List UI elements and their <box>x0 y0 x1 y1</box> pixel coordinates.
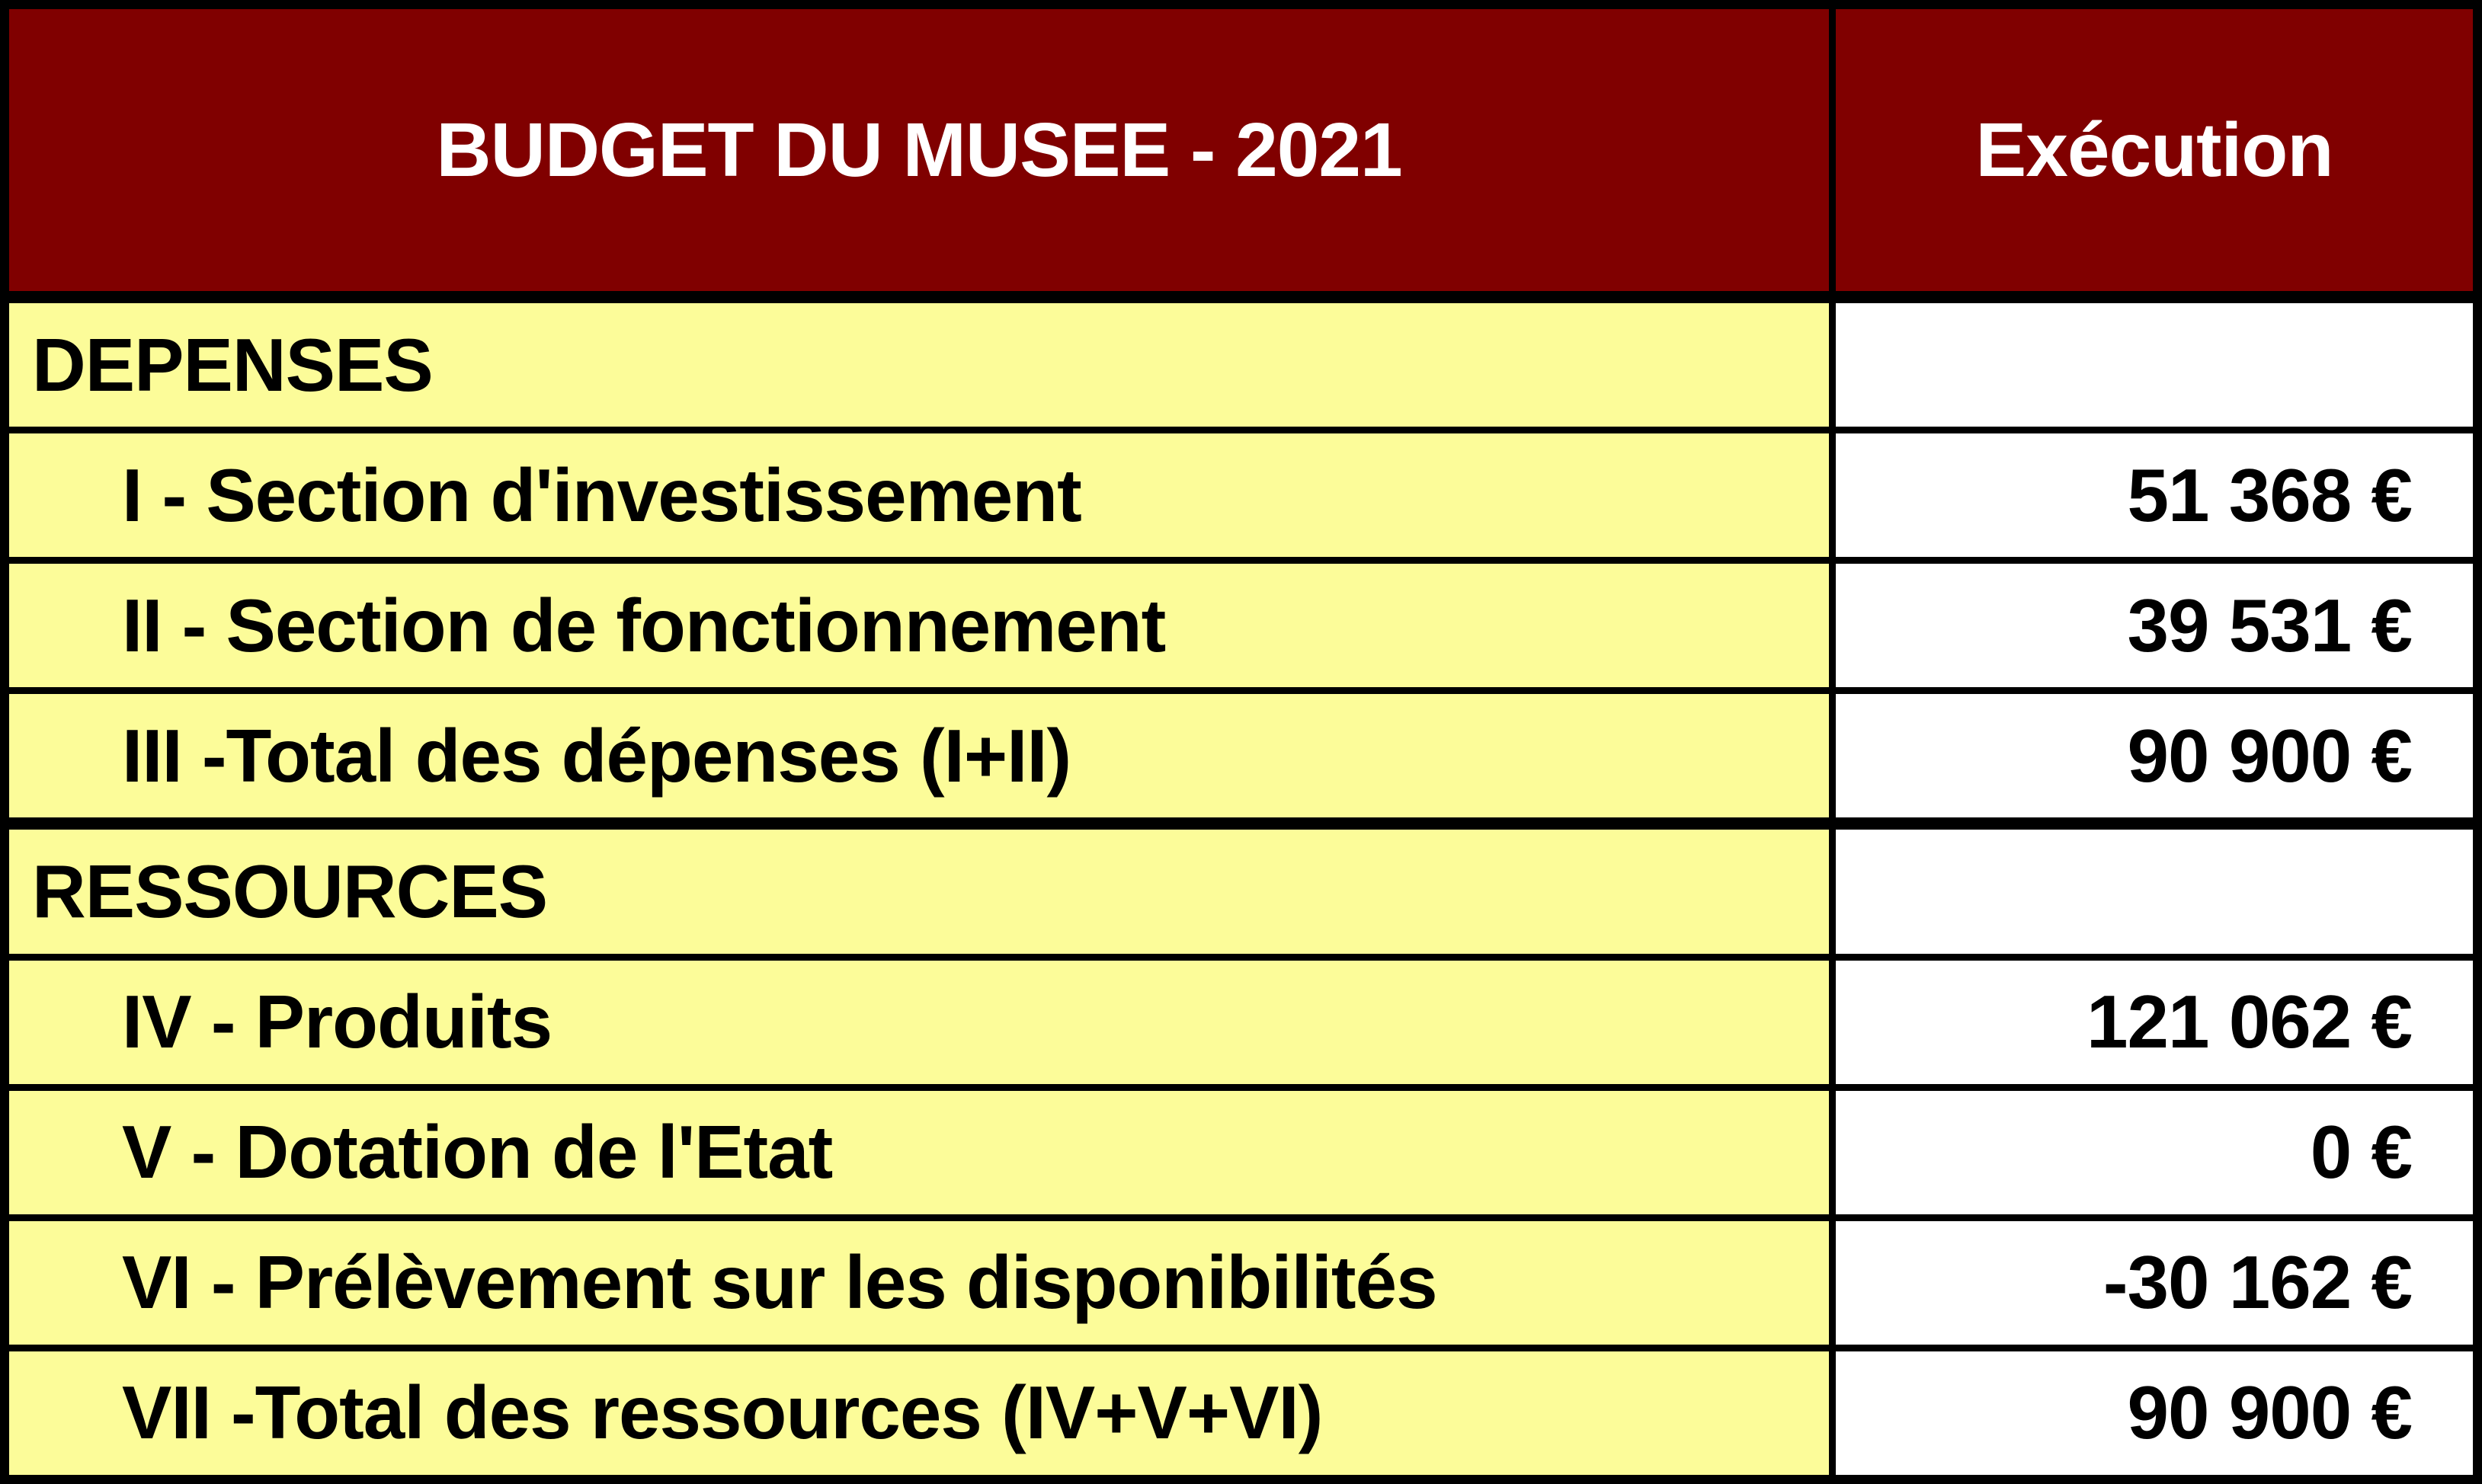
row-value: 51 368 € <box>2127 453 2413 537</box>
row-value-cell: 90 900 € <box>1836 694 2473 818</box>
row-value: 0 € <box>2310 1110 2413 1195</box>
row-value-cell <box>1836 830 2473 954</box>
table-title: BUDGET DU MUSEE - 2021 <box>436 107 1402 193</box>
row-value-cell: 51 368 € <box>1836 433 2473 558</box>
section-label-ressources: RESSOURCES <box>32 849 548 933</box>
row-value: 121 062 € <box>2086 980 2413 1064</box>
row-value-cell: -30 162 € <box>1836 1220 2473 1345</box>
row-value-cell: 39 531 € <box>1836 564 2473 688</box>
row-value-cell: 90 900 € <box>1836 1351 2473 1475</box>
row-label: II - Section de fonctionnement <box>122 583 1166 667</box>
section-label-depenses: DEPENSES <box>32 322 434 407</box>
row-value-cell <box>1836 303 2473 427</box>
row-produits: IV - Produits 121 062 € <box>9 960 2473 1084</box>
row-section-investissement: I - Section d'investissement 51 368 € <box>9 433 2473 558</box>
row-ressources: RESSOURCES <box>9 830 2473 954</box>
execution-header-cell: Exécution <box>1836 9 2473 291</box>
row-section-fonctionnement: II - Section de fonctionnement 39 531 € <box>9 564 2473 688</box>
row-value: 90 900 € <box>2127 713 2413 798</box>
row-depenses: DEPENSES <box>9 303 2473 427</box>
row-label: IV - Produits <box>122 980 552 1064</box>
row-label-cell: III -Total des dépenses (I+II) <box>9 694 1829 818</box>
row-value-cell: 0 € <box>1836 1090 2473 1214</box>
row-label-cell: V - Dotation de l'Etat <box>9 1090 1829 1214</box>
row-prelevement-disponibilites: VI - Prélèvement sur les disponibilités … <box>9 1220 2473 1345</box>
row-label: VI - Prélèvement sur les disponibilités <box>122 1240 1438 1325</box>
row-label-cell: I - Section d'investissement <box>9 433 1829 558</box>
row-label-cell: RESSOURCES <box>9 830 1829 954</box>
row-total-depenses: III -Total des dépenses (I+II) 90 900 € <box>9 694 2473 818</box>
row-label-cell: DEPENSES <box>9 303 1829 427</box>
row-value: 90 900 € <box>2127 1370 2413 1455</box>
table-header-row: BUDGET DU MUSEE - 2021 Exécution <box>9 9 2473 291</box>
row-label-cell: VII -Total des ressources (IV+V+VI) <box>9 1351 1829 1475</box>
row-dotation-etat: V - Dotation de l'Etat 0 € <box>9 1090 2473 1214</box>
row-total-ressources: VII -Total des ressources (IV+V+VI) 90 9… <box>9 1351 2473 1475</box>
row-label: VII -Total des ressources (IV+V+VI) <box>122 1370 1323 1455</box>
table-title-cell: BUDGET DU MUSEE - 2021 <box>9 9 1829 291</box>
row-label: III -Total des dépenses (I+II) <box>122 713 1071 798</box>
row-label-cell: VI - Prélèvement sur les disponibilités <box>9 1220 1829 1345</box>
execution-column-header: Exécution <box>1975 107 2334 193</box>
row-label: V - Dotation de l'Etat <box>122 1110 833 1195</box>
row-label: I - Section d'investissement <box>122 453 1082 537</box>
row-label-cell: IV - Produits <box>9 960 1829 1084</box>
row-value-cell: 121 062 € <box>1836 960 2473 1084</box>
row-label-cell: II - Section de fonctionnement <box>9 564 1829 688</box>
row-value: 39 531 € <box>2127 583 2413 667</box>
row-value: -30 162 € <box>2102 1240 2413 1325</box>
